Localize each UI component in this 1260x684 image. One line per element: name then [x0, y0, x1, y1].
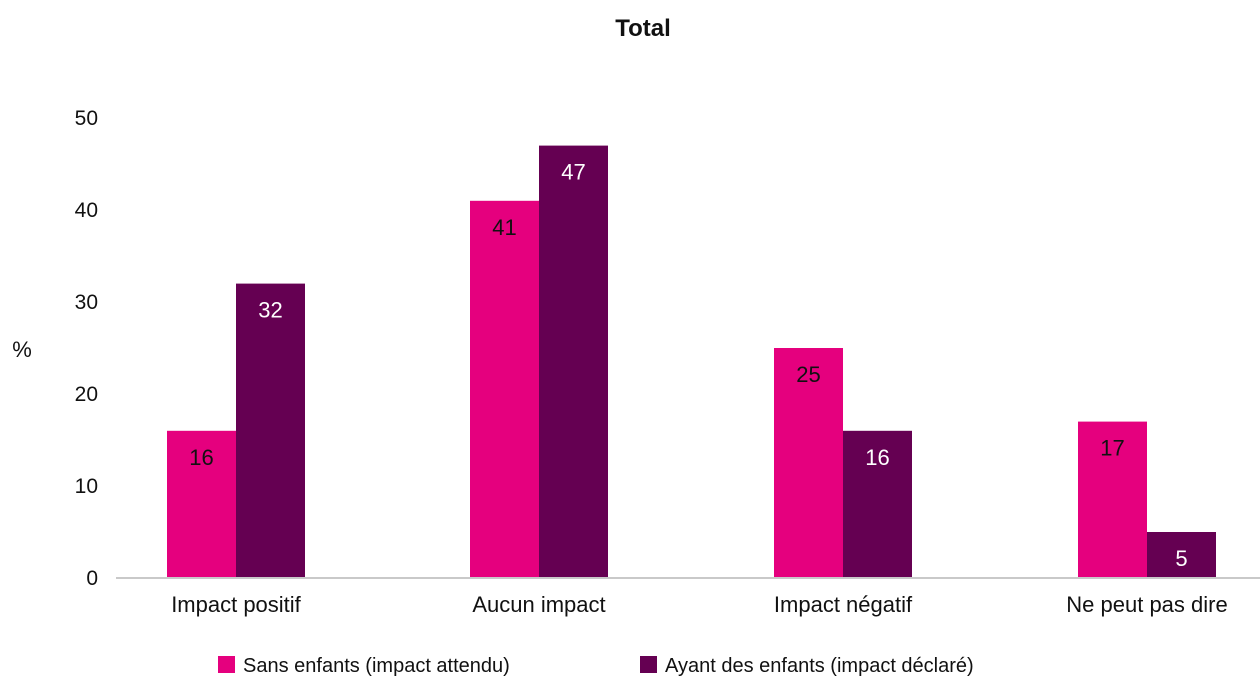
- x-category-label: Aucun impact: [472, 592, 605, 617]
- y-tick-label: 20: [75, 383, 98, 406]
- bar-ayant-enfants: [843, 430, 912, 578]
- bar-data-label: 5: [1175, 546, 1187, 571]
- bar-data-label: 17: [1100, 436, 1124, 461]
- y-tick-label: 10: [75, 475, 98, 498]
- bar-sans-enfants: [470, 200, 539, 579]
- chart-title: Total: [615, 15, 671, 42]
- y-axis-ticks: 0 10 20 30 40 50: [75, 107, 98, 590]
- bar-sans-enfants: [167, 430, 236, 578]
- y-tick-label: 50: [75, 107, 98, 130]
- bar-ayant-enfants: [1147, 532, 1216, 578]
- legend: Sans enfants (impact attendu) Ayant des e…: [218, 655, 974, 677]
- bar-data-label: 25: [796, 362, 820, 387]
- bar-sans-enfants: [1078, 421, 1147, 578]
- x-axis-category-labels: Impact positif Aucun impact Impact négatif…: [171, 592, 1228, 617]
- legend-label: Sans enfants (impact attendu): [243, 655, 510, 677]
- bar-data-label: 32: [258, 298, 282, 323]
- bar-data-label: 16: [189, 445, 213, 470]
- bar-ayant-enfants: [236, 283, 305, 578]
- legend-label: Ayant des enfants (impact déclaré): [665, 655, 974, 677]
- y-tick-label: 40: [75, 199, 98, 222]
- y-axis-label: %: [12, 337, 32, 362]
- bar-data-label: 47: [561, 160, 585, 185]
- bar-data-label: 16: [865, 445, 889, 470]
- legend-swatch: [640, 656, 657, 673]
- bar-ayant-enfants: [539, 145, 608, 578]
- bar-sans-enfants: [774, 348, 843, 578]
- x-category-label: Impact négatif: [774, 592, 913, 617]
- x-category-label: Ne peut pas dire: [1066, 592, 1227, 617]
- y-tick-label: 30: [75, 291, 98, 314]
- y-tick-label: 0: [86, 567, 98, 590]
- bar-data-label: 41: [492, 215, 516, 240]
- x-category-label: Impact positif: [171, 592, 301, 617]
- legend-swatch: [218, 656, 235, 673]
- bars: 16 32 41 47 25 16 17 5: [167, 145, 1216, 579]
